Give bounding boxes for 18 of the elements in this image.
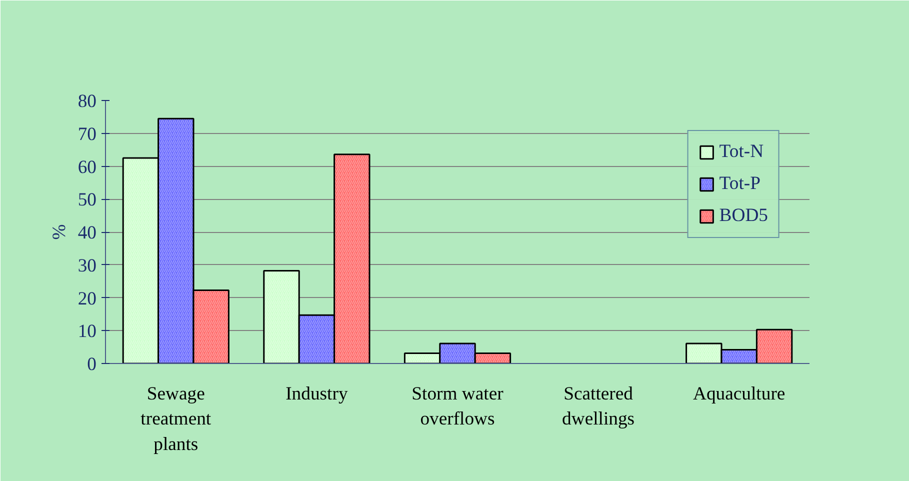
legend-label: Tot-N: [719, 141, 764, 163]
x-tick-label: Industry: [286, 384, 348, 404]
legend-label: BOD5: [719, 205, 768, 227]
y-tick-label: 10: [78, 321, 96, 342]
y-axis-title: %: [48, 224, 70, 240]
legend-label: Tot-P: [719, 173, 760, 195]
y-tick-label: 0: [87, 354, 96, 375]
y-tick-label: 40: [78, 222, 96, 244]
y-tick-label: 30: [78, 255, 96, 276]
x-tick-label: Aquaculture: [692, 384, 786, 404]
y-tick-label: 60: [78, 156, 96, 178]
x-tick-label: Storm water overflows: [412, 384, 504, 430]
y-tick-label: 50: [78, 190, 96, 211]
y-tick-label: 80: [78, 91, 96, 112]
y-tick-label: 70: [78, 124, 96, 145]
x-tick-label: Sewage treatment plants: [140, 384, 212, 455]
x-tick-label: Scattered dwellings: [562, 384, 635, 430]
y-tick-label: 20: [78, 288, 96, 310]
